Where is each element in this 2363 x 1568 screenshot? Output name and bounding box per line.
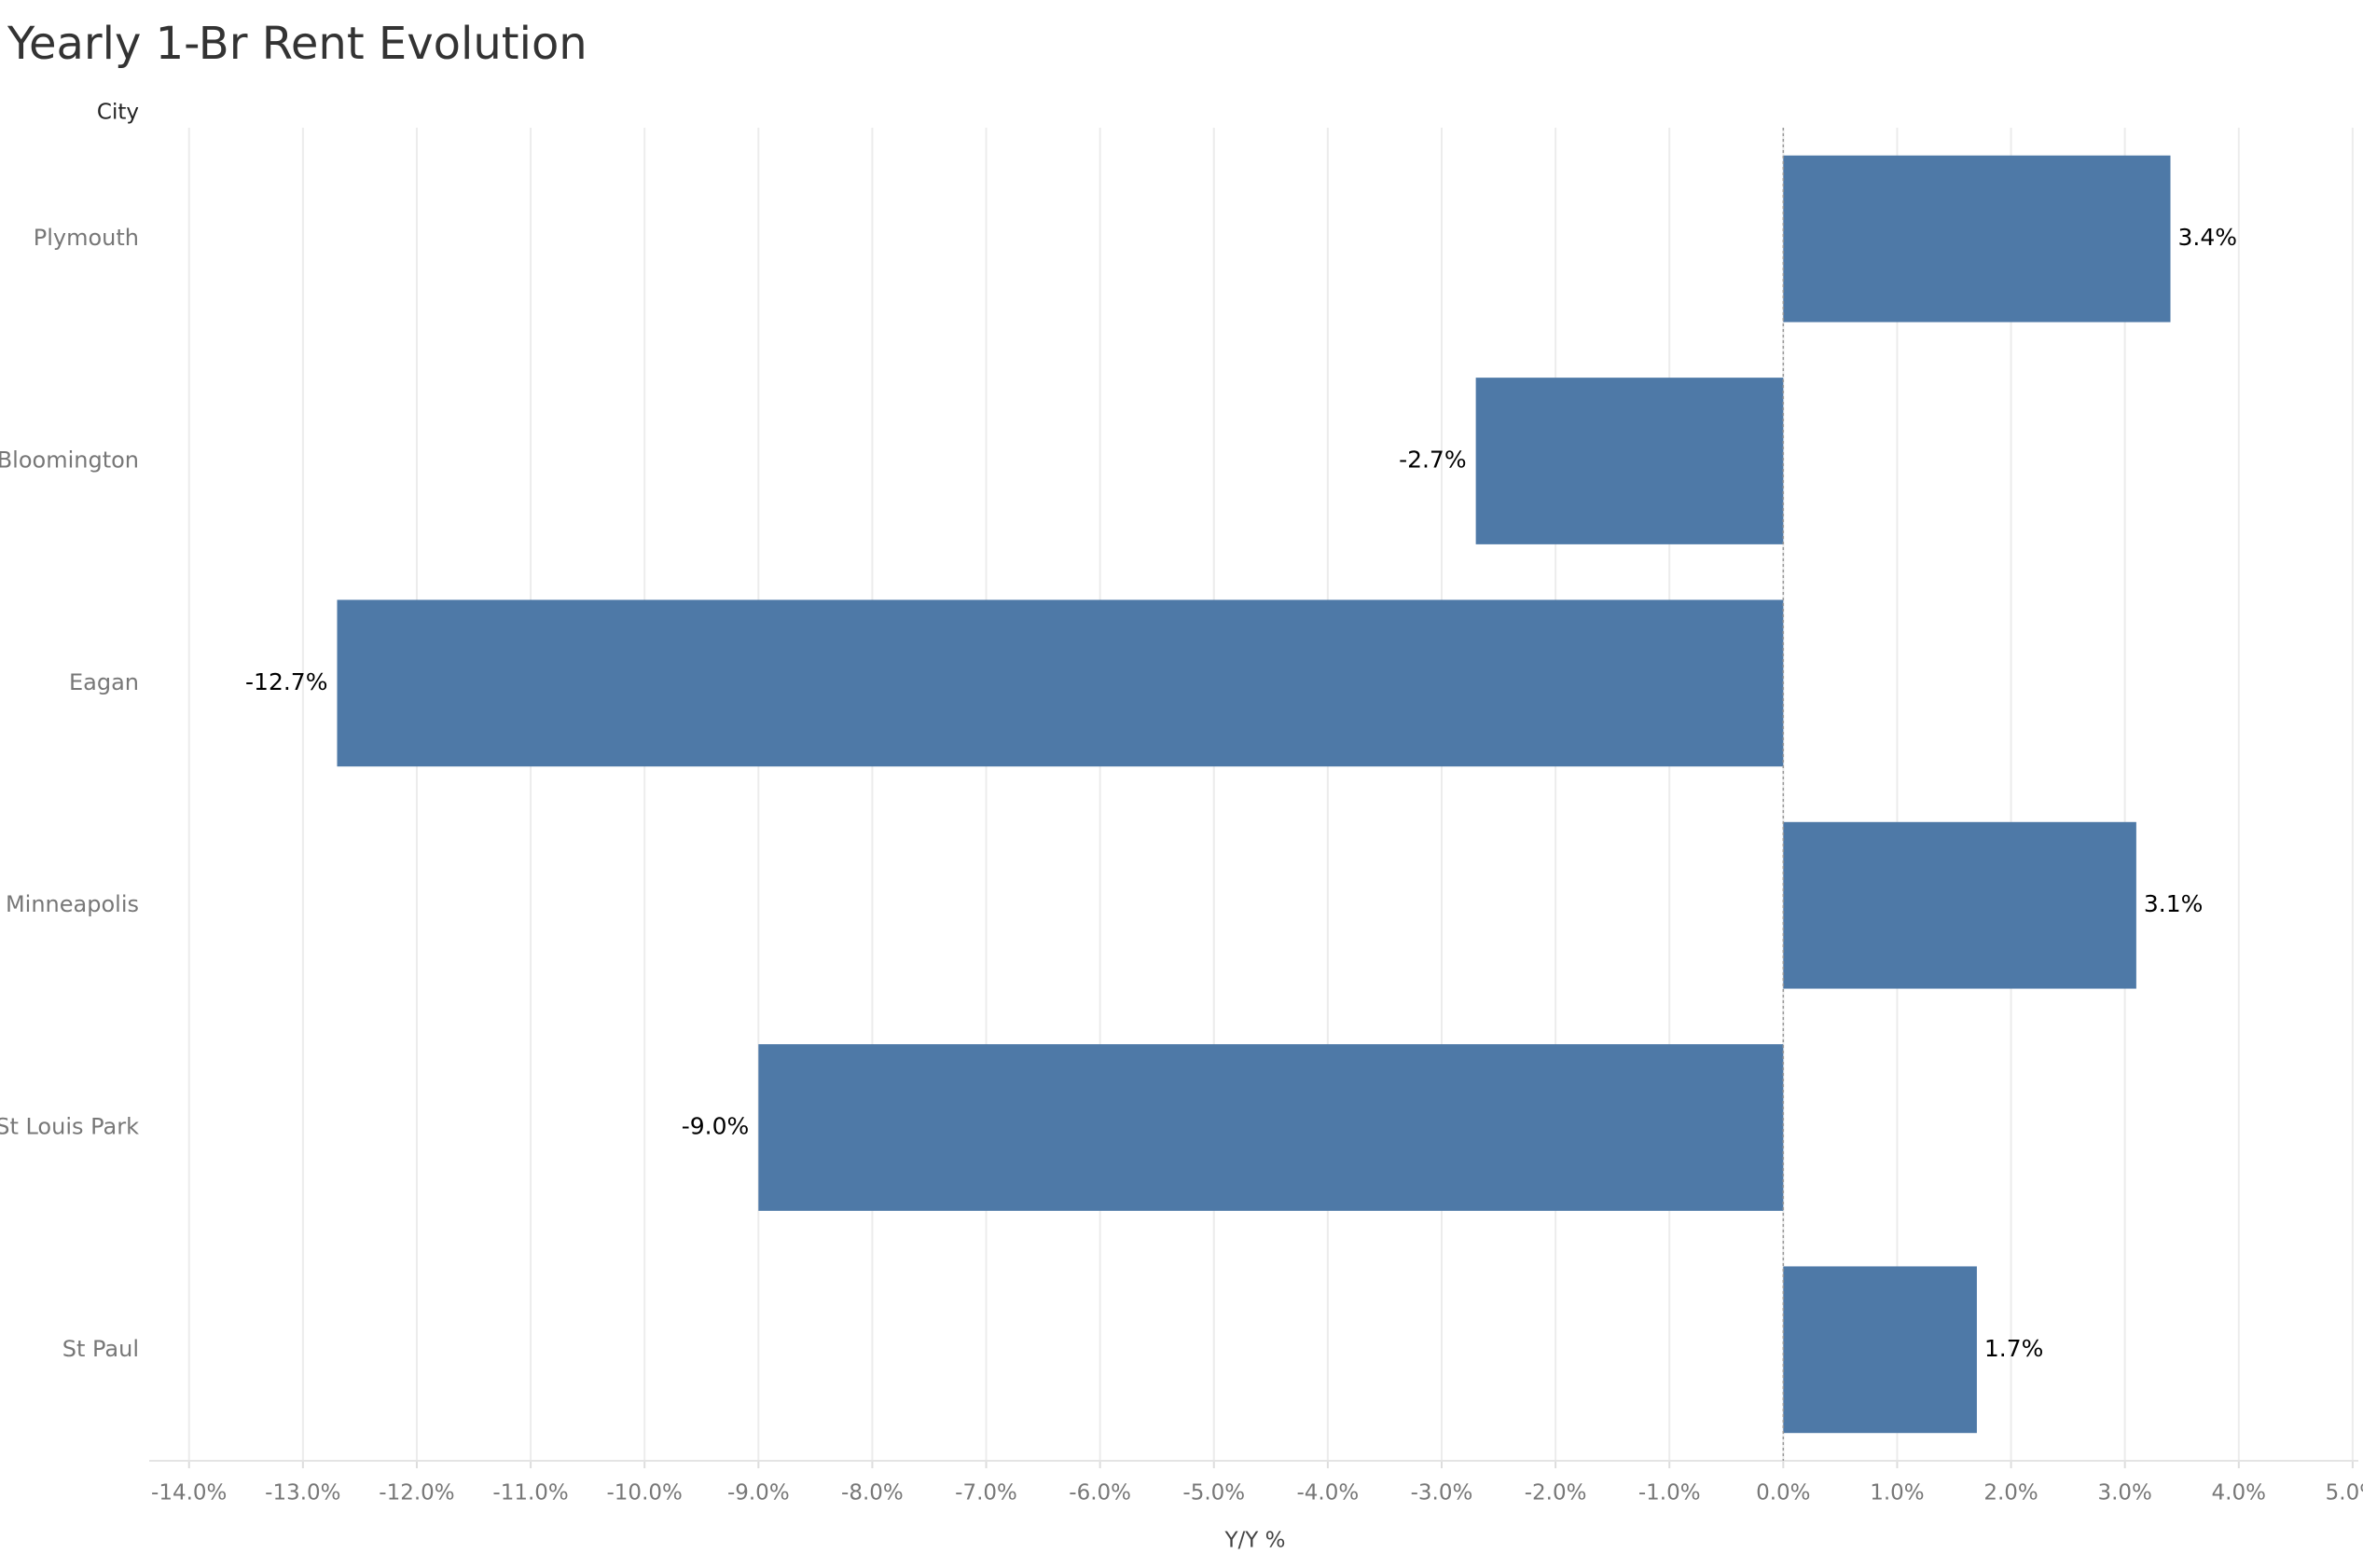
bar (1783, 155, 2171, 323)
x-tick-label: -5.0% (1182, 1481, 1245, 1506)
data-label: 3.4% (2178, 224, 2238, 251)
y-tick-label: Bloomington (0, 447, 139, 474)
y-tick-label: St Louis Park (0, 1114, 139, 1140)
x-tick-label: -1.0% (1638, 1481, 1701, 1506)
x-tick-label: -4.0% (1297, 1481, 1360, 1506)
bar (1783, 821, 2136, 989)
x-tick-label: 2.0% (1983, 1481, 2038, 1506)
y-tick-label: Eagan (69, 669, 139, 695)
x-tick-label: -9.0% (727, 1481, 790, 1506)
x-tick-label: -10.0% (607, 1481, 683, 1506)
x-tick-label: -7.0% (955, 1481, 1017, 1506)
y-axis-title: City (97, 101, 139, 125)
x-tick-label: -8.0% (841, 1481, 904, 1506)
x-axis-title: Y/Y % (1223, 1529, 1285, 1553)
data-label: -2.7% (1399, 447, 1467, 474)
data-label: -12.7% (245, 668, 327, 695)
y-tick-label: Minneapolis (6, 891, 139, 917)
x-tick-label: -11.0% (492, 1481, 568, 1506)
x-tick-label: -2.0% (1525, 1481, 1587, 1506)
y-tick-label: Plymouth (34, 225, 139, 251)
y-tick-label: St Paul (62, 1336, 139, 1362)
data-label: 1.7% (1984, 1335, 2044, 1362)
x-tick-label: 0.0% (1756, 1481, 1810, 1506)
x-tick-label: -14.0% (151, 1481, 227, 1506)
bar (337, 599, 1784, 767)
x-tick-label: -6.0% (1069, 1481, 1131, 1506)
data-label: 3.1% (2144, 890, 2204, 917)
x-tick-label: 4.0% (2212, 1481, 2266, 1506)
x-tick-label: -13.0% (265, 1481, 340, 1506)
bar (758, 1044, 1784, 1211)
x-tick-label: -3.0% (1411, 1481, 1473, 1506)
bar (1783, 1266, 1977, 1434)
x-tick-label: 1.0% (1870, 1481, 1924, 1506)
chart-title: Yearly 1-Br Rent Evolution (7, 18, 587, 70)
bar (1475, 378, 1784, 544)
x-tick-label: 5.0% (2326, 1481, 2363, 1506)
data-label: -9.0% (682, 1113, 750, 1140)
x-tick-label: -12.0% (379, 1481, 454, 1506)
x-tick-label: 3.0% (2097, 1481, 2151, 1506)
